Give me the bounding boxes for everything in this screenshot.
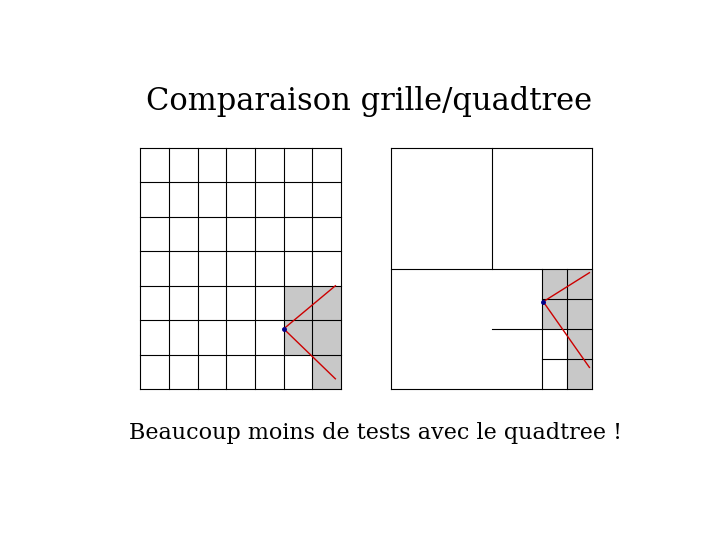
Bar — [312, 286, 341, 320]
Bar — [312, 320, 341, 355]
Bar — [140, 148, 341, 389]
Bar — [284, 286, 312, 320]
Bar — [542, 299, 567, 329]
Bar — [567, 359, 592, 389]
Bar — [567, 299, 592, 329]
Bar — [312, 355, 341, 389]
Text: Beaucoup moins de tests avec le quadtree !: Beaucoup moins de tests avec le quadtree… — [129, 422, 622, 444]
Bar — [542, 268, 567, 299]
Text: Comparaison grille/quadtree: Comparaison grille/quadtree — [146, 85, 592, 117]
Bar — [284, 320, 312, 355]
Bar — [567, 329, 592, 359]
Bar — [567, 268, 592, 299]
Bar — [392, 148, 593, 389]
